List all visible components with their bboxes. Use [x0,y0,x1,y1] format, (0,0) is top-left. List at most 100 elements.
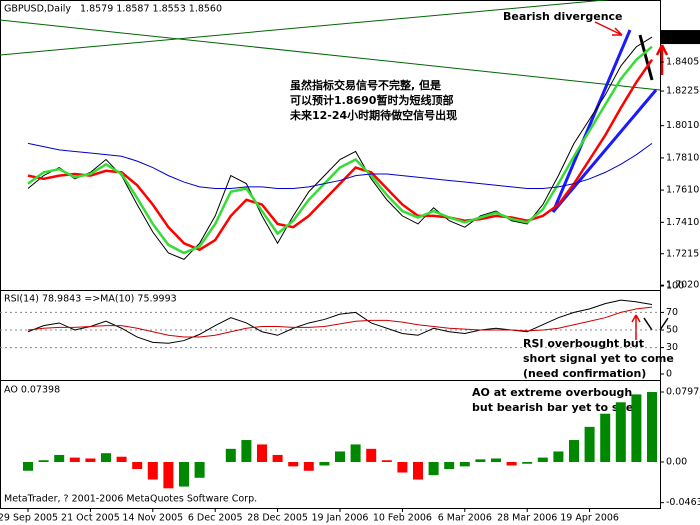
x-tick-label: 28 Dec 2005 [247,513,308,524]
x-tick-label: 19 Apr 2006 [560,513,619,524]
bar [101,453,111,462]
bar [350,444,361,462]
x-tick-label: 6 Mar 2006 [438,513,492,524]
x-tick-label: 19 Jan 2006 [312,513,369,524]
bar [381,460,392,462]
bar [225,448,236,462]
ohlc-label: 1.8579 1.8587 1.8553 1.8560 [80,4,222,15]
y-tick-label: 1.7215 [666,248,699,259]
y-tick-label: 1.8405 [666,57,699,68]
annotation: 未来12-24小时期待做空信号出现 [289,108,457,122]
bar [38,460,49,462]
y-tick-label: 0 [666,369,672,380]
chart-title: GBPUSD,Daily [4,4,71,15]
y-tick-label: 0.07971 [666,387,700,398]
bar [319,461,330,466]
x-tick-label: 10 Feb 2006 [373,513,432,524]
bar [522,461,533,464]
annotation: Bearish divergence [503,10,623,23]
bar [537,457,548,462]
bar [615,402,626,462]
y-tick-label: -0.04631 [666,497,700,508]
bar [272,454,283,462]
y-tick-label: 50 [666,325,678,336]
annotation: 虽然指标交易信号不完整, 但是 [290,78,442,92]
plot-frame [0,0,661,509]
panel-title: RSI(14) 78.9843 =>MA(10) 75.9993 [4,294,177,305]
trend-line [551,89,658,213]
bar [631,394,642,462]
y-tick-label: 100 [666,281,684,292]
bar [553,451,564,462]
y-tick-label: 1.7020 [666,280,699,291]
bar [116,456,127,462]
bar [194,461,205,478]
y-tick-label: 1.8010 [666,120,699,131]
bar [569,440,579,462]
trend-line [0,19,661,91]
bar [335,451,345,462]
y-tick-label: 1.7610 [666,185,699,196]
bar [428,461,439,476]
y-tick-label: 1.8560 [666,32,699,43]
bar [132,461,143,470]
annotation: but bearish bar yet to see [472,401,633,414]
trend-line [551,29,632,213]
bar [491,458,501,462]
x-tick-label: 29 Sep 2005 [0,513,58,524]
x-tick-label: 28 Mar 2006 [497,513,557,524]
price-marker [661,30,700,45]
series-line [27,58,654,252]
series-line [27,142,653,189]
annotation: (need confirmation) [523,367,646,380]
panel-title: AO 0.07398 [4,385,60,396]
bar [303,461,314,471]
bar [475,459,486,462]
arrow [631,314,641,340]
bar [459,461,470,467]
series-line [27,36,653,260]
bar [647,392,657,462]
series-line [27,45,653,255]
series-line [27,299,653,344]
bar [413,461,423,480]
y-tick-label: 1.7810 [666,152,699,163]
footer: MetaTrader, ? 2001-2006 MetaQuotes Softw… [4,494,257,505]
bar [69,457,80,462]
divergence-line [638,34,654,81]
bar [366,448,377,462]
y-tick-label: 1.8225 [666,86,699,97]
arrow [643,317,669,331]
annotation: 可以预计1.8690暂时为短线顶部 [290,93,453,107]
y-tick-label: 30 [666,342,678,353]
annotation: RSI overbought but [523,337,644,350]
annotation: AO at extreme overbough [472,386,632,399]
bar [23,461,33,471]
bar [163,461,174,489]
arrow [594,21,623,36]
y-tick-label: 70 [666,307,678,318]
x-tick-label: 6 Dec 2005 [188,513,243,524]
bar [54,454,65,462]
bar [397,461,408,473]
bar [600,413,611,462]
arrow [655,44,669,75]
y-tick-label: 0.00 [666,456,687,467]
bar [85,458,96,462]
bar [288,461,299,467]
bar [506,461,517,466]
bar [147,461,158,480]
x-tick-label: 21 Oct 2005 [61,513,120,524]
annotation: short signal yet to come [523,352,674,365]
trend-line [0,0,611,56]
bar [444,461,455,470]
x-tick-label: 14 Nov 2005 [122,513,183,524]
bar [179,461,189,487]
y-tick-label: 1.7410 [666,217,699,228]
bar [257,444,267,462]
bar [241,440,252,462]
series-line [27,306,653,338]
bar [584,426,595,462]
